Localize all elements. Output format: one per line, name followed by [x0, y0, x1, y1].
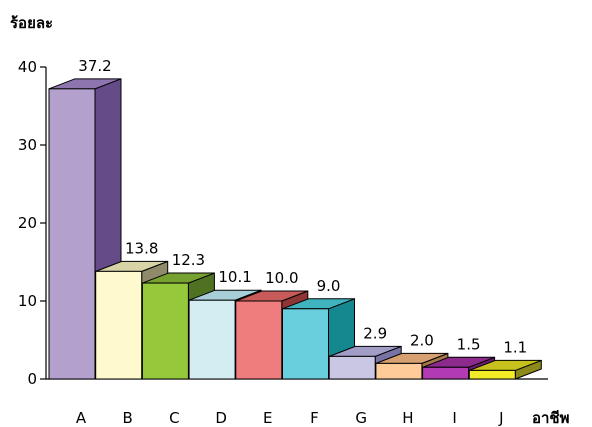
category-label-d: D: [215, 409, 227, 427]
bar-front: [422, 366, 470, 380]
category-label-g: G: [355, 409, 367, 427]
data-label-d: 10.1: [218, 268, 251, 286]
bar-j: [468, 359, 542, 380]
bar-front: [282, 308, 329, 380]
category-label-a: A: [76, 409, 87, 427]
bar-front: [235, 300, 283, 380]
bar-front: [188, 299, 236, 380]
category-label-c: C: [169, 409, 179, 427]
bar-front: [468, 369, 516, 380]
y-axis-title: ร้อยละ: [10, 14, 53, 32]
data-label-a: 37.2: [78, 57, 111, 75]
data-label-f: 9.0: [317, 277, 341, 295]
bar-front: [328, 355, 376, 380]
x-axis-title: อาชีพ: [532, 409, 570, 427]
data-label-g: 2.9: [363, 324, 387, 342]
data-label-i: 1.5: [457, 335, 481, 353]
bar-front: [95, 270, 143, 380]
category-label-f: F: [310, 409, 319, 427]
y-tick-label: 20: [18, 214, 37, 232]
y-tick-label: 40: [18, 58, 37, 76]
bar-front: [375, 362, 423, 380]
y-tick-label: 30: [18, 136, 37, 154]
bars-layer: [48, 78, 542, 380]
labels-layer: 37.2 A 13.8 B 12.3 C 10.1 D 10.0 E 9.0 F 2.9 G 2.0 H 1.5…: [76, 57, 527, 427]
bar-front: [141, 282, 189, 380]
data-label-h: 2.0: [410, 331, 434, 349]
data-label-c: 12.3: [172, 251, 205, 269]
data-label-b: 13.8: [125, 239, 158, 257]
bar-front: [48, 88, 96, 380]
category-label-j: J: [498, 409, 503, 427]
category-label-b: B: [123, 409, 133, 427]
data-label-j: 1.1: [503, 338, 527, 356]
category-label-e: E: [263, 409, 272, 427]
y-tick-label: 10: [18, 292, 37, 310]
category-label-i: I: [452, 409, 456, 427]
y-tick-label: 0: [27, 370, 37, 388]
category-label-h: H: [402, 409, 413, 427]
data-label-e: 10.0: [265, 269, 298, 287]
